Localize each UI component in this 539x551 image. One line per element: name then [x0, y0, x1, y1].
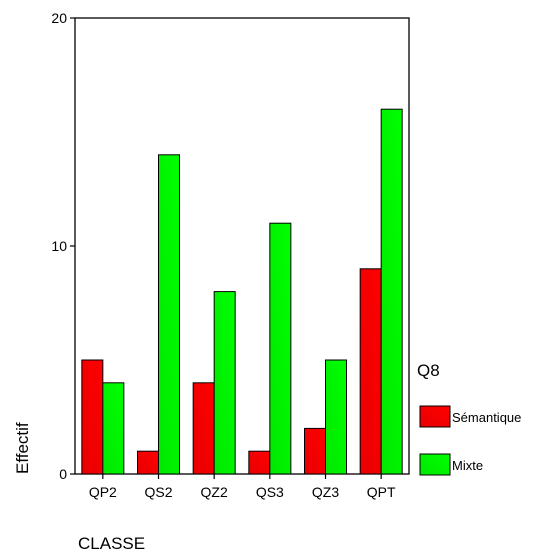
x-tick-label: QP2 [89, 484, 117, 500]
bar-semantique-qs2 [137, 450, 159, 475]
x-axis-ticks: QP2 QS2 QZ2 QS3 QZ3 QPT [89, 474, 396, 500]
bar-mixte-qs3 [269, 222, 292, 475]
bar-semantique-qp2 [81, 359, 104, 475]
bar-semantique-qs3 [248, 450, 271, 475]
bar-mixte-qp2 [102, 382, 125, 475]
x-tick-label: QZ3 [312, 484, 339, 500]
y-axis-label: Effectif [13, 422, 32, 474]
legend-label-semantique: Sémantique [452, 410, 521, 425]
bar-semantique-qz2 [192, 382, 215, 475]
legend-title: Q8 [417, 361, 440, 380]
legend-swatch-mixte [419, 453, 451, 476]
x-tick-label: QPT [367, 484, 396, 500]
x-axis-label: CLASSE [78, 534, 145, 551]
y-tick-label: 10 [51, 238, 67, 254]
x-tick-label: QS3 [256, 484, 284, 500]
plot-frame [74, 17, 410, 475]
bar-semantique-qpt [359, 268, 382, 475]
x-tick-label: QZ2 [201, 484, 228, 500]
legend-swatch-semantique [419, 405, 451, 428]
legend: Sémantique Mixte [419, 405, 521, 476]
bar-mixte-qs2 [158, 154, 180, 475]
bars [81, 108, 403, 475]
x-tick-label: QS2 [144, 484, 172, 500]
y-axis-ticks: 0 10 20 [51, 10, 75, 482]
legend-label-mixte: Mixte [452, 458, 483, 473]
bar-mixte-qz3 [325, 359, 347, 475]
y-tick-label: 20 [51, 10, 67, 26]
bar-semantique-qz3 [304, 427, 326, 475]
y-tick-label: 0 [59, 466, 67, 482]
bar-mixte-qz2 [213, 291, 236, 475]
bar-mixte-qpt [380, 108, 403, 475]
